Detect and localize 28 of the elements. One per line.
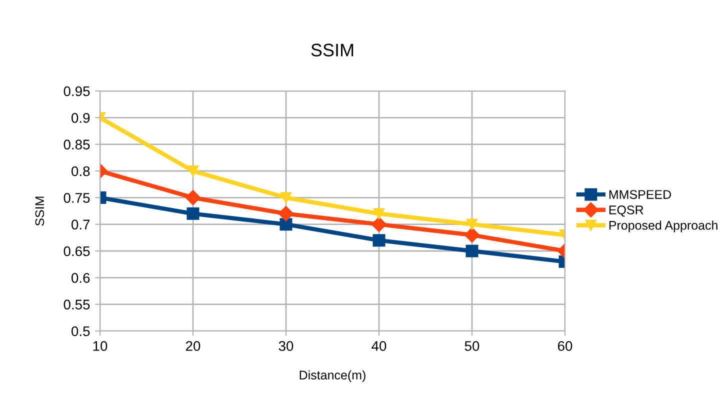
x-axis-title: Distance(m) [300, 370, 366, 382]
point [280, 192, 292, 204]
y-tick-label: 0.85 [64, 140, 90, 150]
chart-title: SSIM [311, 44, 354, 56]
y-tick-label: 0.5 [72, 326, 90, 336]
point [280, 218, 292, 231]
y-axis-title: SSIM [35, 196, 44, 226]
point [372, 234, 386, 247]
y-tick-label: 0.7 [72, 220, 90, 230]
x-tick-label: 60 [558, 341, 572, 351]
x-tick-label: 40 [372, 341, 386, 351]
x-tick-label: 10 [93, 341, 108, 351]
legend-label: MMSPEED [609, 190, 672, 199]
y-tick-label: 0.9 [72, 113, 90, 123]
x-tick-label: 30 [278, 341, 294, 351]
point [371, 216, 387, 232]
x-tick-label: 20 [186, 341, 200, 351]
y-tick-label: 0.95 [64, 86, 90, 96]
point [373, 208, 385, 220]
legend-label: Proposed Approach [609, 220, 718, 232]
y-tick-label: 0.55 [64, 300, 90, 310]
y-tick-label: 0.8 [72, 166, 90, 176]
y-tick-label: 0.75 [64, 193, 90, 203]
point [278, 206, 294, 222]
y-tick-label: 0.6 [72, 273, 90, 283]
y-tick-label: 0.65 [64, 246, 90, 256]
x-tick-label: 50 [464, 341, 480, 351]
legend-label: EQSR [609, 206, 644, 217]
